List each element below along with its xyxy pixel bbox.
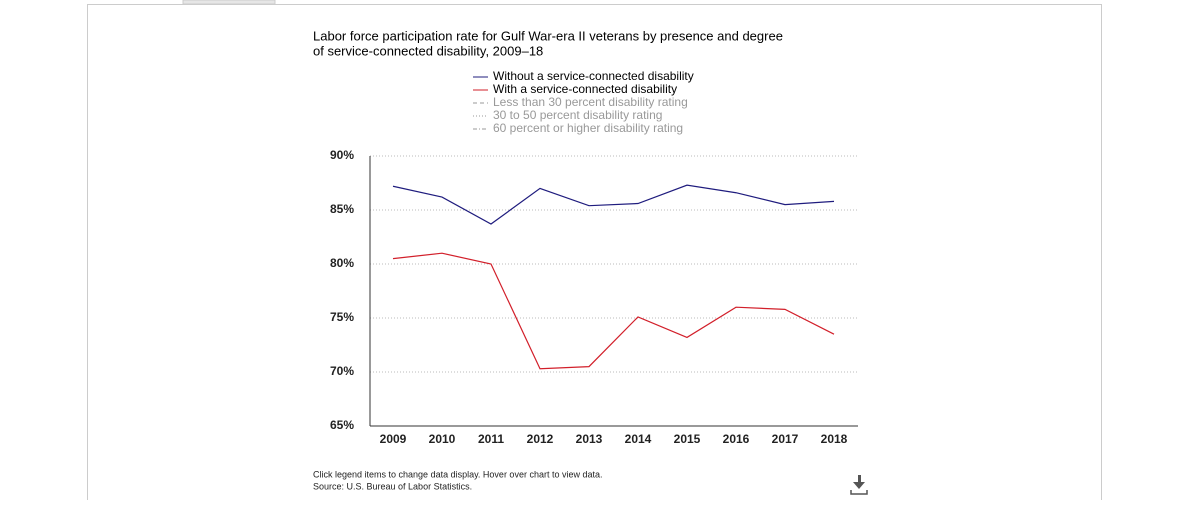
x-tick-label: 2009 [380,432,407,446]
panel [87,4,1102,505]
x-tick-label: 2012 [527,432,554,446]
download-icon[interactable] [850,475,868,495]
series-line [392,184,835,225]
x-tick-label: 2010 [429,432,456,446]
legend-label[interactable]: Without a service-connected disability [493,69,694,83]
y-tick-label: 65% [330,418,354,432]
x-tick-label: 2011 [478,432,504,446]
x-tick-label: 2014 [625,432,652,446]
legend-label[interactable]: With a service-connected disability [493,82,677,96]
x-tick-label: 2018 [821,432,848,446]
note: Click legend items to change data displa… [313,469,602,479]
y-tick-label: 75% [330,310,354,324]
legend-label[interactable]: 60 percent or higher disability rating [493,121,683,135]
series-line [392,252,835,370]
note: Source: U.S. Bureau of Labor Statistics. [313,481,472,491]
chart-title: of service-connected disability, 2009–18 [313,43,543,58]
x-tick-label: 2016 [723,432,750,446]
y-tick-label: 90% [330,148,354,162]
y-tick-label: 85% [330,202,354,216]
legend-label[interactable]: 30 to 50 percent disability rating [493,108,662,122]
legend-label[interactable]: Less than 30 percent disability rating [493,95,688,109]
chart-title: Labor force participation rate for Gulf … [313,28,783,43]
tab[interactable] [182,0,276,5]
y-tick-label: 80% [330,256,354,270]
y-tick-label: 70% [330,364,354,378]
x-tick-label: 2017 [772,432,799,446]
x-tick-label: 2013 [576,432,603,446]
x-tick-label: 2015 [674,432,701,446]
